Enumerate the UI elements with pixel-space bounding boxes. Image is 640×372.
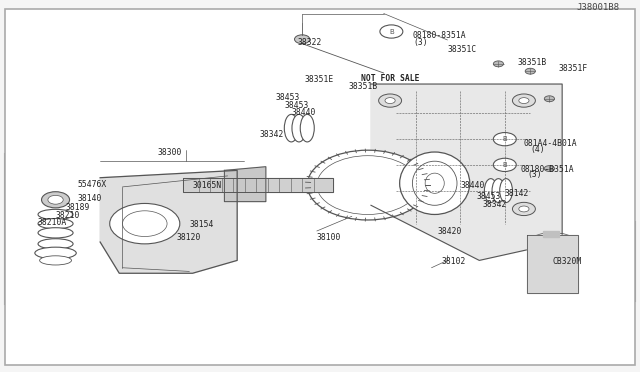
Text: J38001B8: J38001B8 — [577, 3, 620, 12]
Circle shape — [307, 150, 428, 220]
Ellipse shape — [425, 173, 444, 193]
Polygon shape — [100, 170, 237, 273]
Text: 38420: 38420 — [438, 227, 462, 236]
Ellipse shape — [200, 178, 223, 192]
Text: 38351E: 38351E — [304, 75, 333, 84]
Ellipse shape — [300, 114, 314, 142]
Circle shape — [493, 132, 516, 146]
Ellipse shape — [412, 161, 457, 205]
Text: 55476X: 55476X — [78, 180, 107, 189]
Text: 08180-B351A: 08180-B351A — [521, 165, 574, 174]
Text: 38210A: 38210A — [38, 218, 67, 227]
Text: 38322: 38322 — [298, 38, 322, 47]
Text: 30165N: 30165N — [193, 182, 222, 190]
Text: CB320M: CB320M — [552, 257, 582, 266]
Text: 38100: 38100 — [317, 233, 341, 242]
Text: 38189: 38189 — [65, 203, 90, 212]
Text: 38120: 38120 — [177, 233, 201, 242]
Polygon shape — [371, 84, 562, 260]
Text: 38351C: 38351C — [447, 45, 477, 54]
Polygon shape — [543, 231, 559, 237]
Circle shape — [544, 96, 554, 102]
Text: B: B — [389, 29, 394, 35]
Circle shape — [513, 202, 536, 216]
Ellipse shape — [292, 114, 306, 142]
Circle shape — [380, 25, 403, 38]
Ellipse shape — [35, 247, 76, 259]
Ellipse shape — [484, 179, 497, 202]
Circle shape — [385, 97, 395, 103]
Text: 38440: 38440 — [460, 182, 484, 190]
Text: 38210: 38210 — [56, 211, 80, 220]
Text: 38351B: 38351B — [349, 82, 378, 91]
Ellipse shape — [194, 173, 230, 197]
Polygon shape — [225, 167, 266, 202]
Text: B: B — [502, 136, 507, 142]
Text: 38453: 38453 — [275, 93, 300, 102]
Ellipse shape — [223, 178, 246, 192]
Ellipse shape — [284, 114, 298, 142]
Bar — [4, 154, 119, 305]
Text: 38342: 38342 — [259, 130, 284, 139]
Ellipse shape — [492, 179, 505, 202]
Text: 081A4-4B01A: 081A4-4B01A — [524, 139, 577, 148]
Text: B: B — [502, 162, 507, 168]
Text: 08180-8351A: 08180-8351A — [412, 31, 466, 40]
Text: 38142: 38142 — [505, 189, 529, 198]
Ellipse shape — [534, 233, 572, 244]
Polygon shape — [527, 235, 578, 294]
Text: (3): (3) — [413, 38, 428, 47]
Text: 38140: 38140 — [78, 194, 102, 203]
Ellipse shape — [216, 173, 252, 197]
Ellipse shape — [38, 228, 73, 238]
Text: 38351F: 38351F — [559, 64, 588, 73]
Circle shape — [379, 94, 401, 107]
Circle shape — [294, 35, 310, 44]
Circle shape — [122, 211, 167, 237]
Text: 38342: 38342 — [483, 200, 507, 209]
Text: NOT FOR SALE: NOT FOR SALE — [362, 74, 420, 83]
Circle shape — [385, 206, 395, 212]
Circle shape — [379, 202, 401, 216]
Circle shape — [42, 192, 70, 208]
Circle shape — [317, 156, 419, 215]
Ellipse shape — [500, 179, 513, 202]
Circle shape — [493, 61, 504, 67]
Ellipse shape — [399, 152, 470, 215]
Text: 38154: 38154 — [189, 220, 214, 229]
Text: (3): (3) — [527, 170, 541, 179]
Circle shape — [519, 97, 529, 103]
Circle shape — [519, 206, 529, 212]
Ellipse shape — [38, 209, 73, 219]
Ellipse shape — [38, 218, 73, 229]
Ellipse shape — [40, 256, 72, 265]
Circle shape — [109, 203, 180, 244]
Circle shape — [493, 158, 516, 171]
Text: 38440: 38440 — [291, 108, 316, 117]
Polygon shape — [183, 178, 333, 192]
Text: 38453: 38453 — [476, 192, 500, 201]
Ellipse shape — [38, 239, 73, 249]
Text: (4): (4) — [531, 145, 545, 154]
Circle shape — [48, 195, 63, 204]
Text: 38102: 38102 — [441, 257, 465, 266]
Text: 38453: 38453 — [285, 100, 309, 110]
Circle shape — [525, 68, 536, 74]
Circle shape — [513, 94, 536, 107]
Text: 38351B: 38351B — [518, 58, 547, 67]
Text: 38300: 38300 — [157, 148, 182, 157]
Bar — [189, 69, 556, 157]
Circle shape — [544, 166, 554, 171]
Bar — [505, 222, 636, 301]
